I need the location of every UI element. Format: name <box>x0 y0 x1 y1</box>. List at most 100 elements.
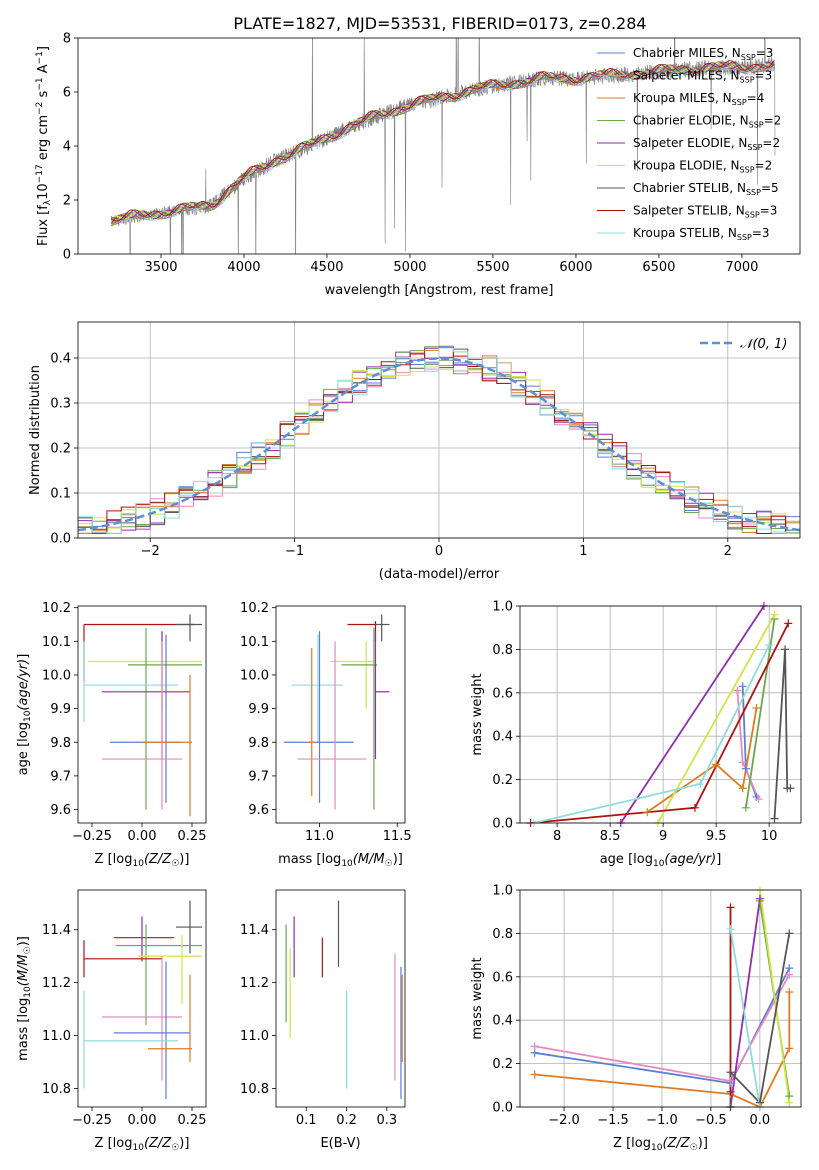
weight-line <box>729 928 761 1107</box>
x-tick-label: 9 <box>659 829 667 844</box>
model-spectrum <box>111 61 775 221</box>
axes-frame <box>275 889 406 1108</box>
model-spectrum <box>110 61 775 221</box>
residual-histogram <box>78 347 800 534</box>
weight-marker <box>785 987 794 996</box>
x-tick-label: −1.5 <box>597 1113 629 1128</box>
y-tick-label: 0.0 <box>492 817 513 832</box>
x-tick-label: 8.5 <box>600 829 621 844</box>
y-tick-label: 11.2 <box>240 976 269 991</box>
y-tick-label: 1.0 <box>492 884 513 899</box>
weight-line <box>534 992 791 1107</box>
y-tick-label: 0.3 <box>50 397 71 412</box>
y-tick-label: 10.0 <box>240 668 269 683</box>
y-tick-label: 0.0 <box>492 1101 513 1116</box>
weight-marker <box>752 703 761 712</box>
gaussian-curve <box>78 357 800 532</box>
y-tick-label: 0.4 <box>492 1014 513 1029</box>
x-tick-label: 0.3 <box>377 1113 398 1128</box>
legend-label: 𝒩(0, 1) <box>740 337 787 352</box>
weight-marker <box>530 1070 539 1079</box>
y-tick-label: 9.6 <box>248 803 269 818</box>
x-axis-label: age [log10(age/yr)] <box>600 852 722 869</box>
legend-label: Chabrier STELIB, NSSP=5 <box>633 181 779 197</box>
weight-marker <box>786 784 795 793</box>
y-tick-label: 10.2 <box>240 601 269 616</box>
weight-marker <box>785 1044 794 1053</box>
x-axis-label: Z [log10(Z/Z☉)] <box>95 1136 190 1153</box>
y-tick-label: 4 <box>63 140 71 155</box>
y-tick-label: 9.9 <box>50 702 71 717</box>
y-axis-label: Normed distribution <box>28 365 43 495</box>
y-tick-label: 1.0 <box>492 600 513 615</box>
weight-marker <box>690 803 699 812</box>
y-tick-label: 9.8 <box>248 736 269 751</box>
weight-marker <box>738 784 747 793</box>
x-tick-label: 0.25 <box>178 829 207 844</box>
y-tick-label: 11.4 <box>42 923 71 938</box>
legend-label: Chabrier ELODIE, NSSP=2 <box>633 114 781 130</box>
y-tick-label: 0.0 <box>50 532 71 547</box>
y-tick-label: 11.0 <box>240 1029 269 1044</box>
y-tick-label: 11.0 <box>42 1029 71 1044</box>
y-tick-label: 0.4 <box>492 730 513 745</box>
plot-area <box>78 345 800 534</box>
weight-line <box>773 649 791 819</box>
weight-marker <box>643 808 652 817</box>
panel-weight-Z: −2.0 −1.5 −1.0 −0.5 0.0 0.0 0.2 0.4 0.6 0.8 1.0 Z [… <box>470 884 802 1153</box>
plot-area <box>83 614 202 817</box>
x-axis-label: mass [log10(M/M☉)] <box>278 852 403 869</box>
y-tick-label: 10.8 <box>42 1082 71 1097</box>
weight-marker <box>785 929 794 938</box>
y-tick-label: 0.8 <box>492 643 513 658</box>
x-tick-label: 7000 <box>725 260 758 275</box>
x-tick-label: −0.5 <box>695 1113 727 1128</box>
plot-area <box>110 38 776 254</box>
y-tick-label: 10.0 <box>42 668 71 683</box>
x-tick-label: 5500 <box>476 260 509 275</box>
x-axis-label: Z [log10(Z/Z☉)] <box>613 1136 708 1153</box>
weight-line <box>759 890 791 1103</box>
observed-spectrum <box>110 38 776 254</box>
x-tick-label: 9.5 <box>706 829 727 844</box>
x-tick-label: 0.2 <box>336 1113 357 1128</box>
weight-marker <box>726 925 735 934</box>
weight-marker <box>765 641 774 650</box>
x-tick-label: 5000 <box>393 260 426 275</box>
x-tick-label: −2.0 <box>548 1113 580 1128</box>
y-tick-label: 8 <box>63 32 71 47</box>
axes-frame <box>77 605 207 824</box>
x-tick-label: 0.25 <box>178 1113 207 1128</box>
y-tick-label: 9.7 <box>248 769 269 784</box>
weight-marker <box>770 814 779 823</box>
axes-frame <box>519 889 802 1108</box>
axes-frame <box>519 605 802 824</box>
y-tick-label: 10.2 <box>42 601 71 616</box>
weight-marker <box>741 764 750 773</box>
panel-mass-EBV: 0.1 0.2 0.3 10.8 11.0 11.2 11.4 E(B-V) <box>240 889 406 1151</box>
x-axis-label: Z [log10(Z/Z☉)] <box>95 852 190 869</box>
axes-frame <box>77 321 801 539</box>
plot-area <box>530 606 791 823</box>
y-tick-label: 0.8 <box>492 927 513 942</box>
y-tick-label: 9.8 <box>50 736 71 751</box>
y-tick-label: 0.2 <box>492 1057 513 1072</box>
weight-marker <box>738 758 747 767</box>
y-tick-label: 11.2 <box>42 976 71 991</box>
panel-spectrum: 3500 4000 4500 5000 5500 6000 6500 7000 0 2 4 6 8 wav… <box>35 32 801 298</box>
y-tick-label: 10.1 <box>42 635 71 650</box>
axes-frame <box>275 605 406 824</box>
x-tick-label: −1 <box>285 544 304 559</box>
weight-marker <box>726 1068 735 1077</box>
x-tick-label: 10 <box>761 829 778 844</box>
y-tick-label: 0.1 <box>50 487 71 502</box>
x-tick-label: 6000 <box>559 260 592 275</box>
y-axis-label: mass [log10(M/M☉)] <box>16 936 33 1061</box>
y-axis-label: age [log10(age/yr)] <box>16 654 33 776</box>
x-tick-label: 4500 <box>310 260 343 275</box>
weight-marker <box>754 795 763 804</box>
x-tick-label: 0.00 <box>128 1113 157 1128</box>
x-tick-label: 8 <box>553 829 561 844</box>
x-axis-label: E(B-V) <box>320 1136 360 1151</box>
